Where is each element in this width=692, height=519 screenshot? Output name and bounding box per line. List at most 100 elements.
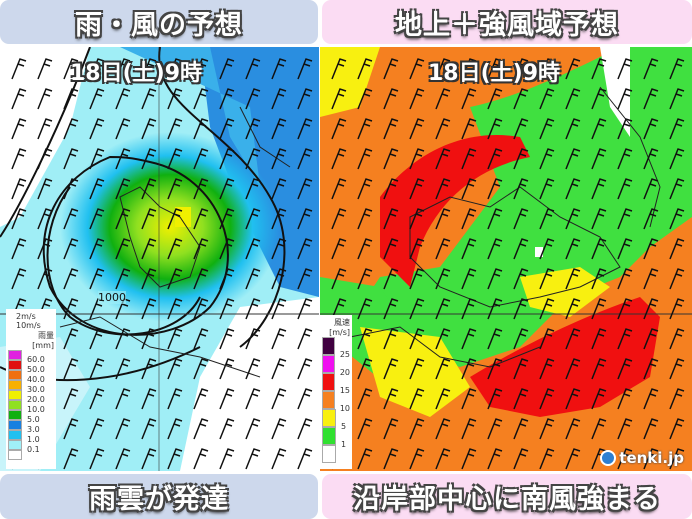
wind-barb [461,418,477,440]
wind-barb [37,118,53,140]
wind-barb [565,358,581,380]
wind-barb [643,148,659,170]
wind-barb [617,58,633,80]
wind-barb [591,328,607,350]
wind-barb [37,88,53,110]
wind-barb [565,448,581,470]
wind-barb [141,268,157,290]
wind-barb [617,298,633,320]
wind-barb [617,448,633,470]
wind-barb [539,118,555,140]
wind-barb [245,238,261,260]
wind-barb [141,58,157,80]
wind-barb [461,358,477,380]
wind-barb [271,358,287,380]
wind-barb [643,268,659,290]
wind-barb [539,448,555,470]
wind-barb [461,298,477,320]
wind-barb [357,268,373,290]
wind-barb [37,208,53,230]
wind-barb [219,418,235,440]
wind-barb [435,298,451,320]
wind-barb [383,88,399,110]
wind-barb [487,388,503,410]
wind-barb [409,328,425,350]
wind-legend-2ms: 2m/s [16,312,36,321]
wind-barb [435,448,451,470]
wind-barb [409,178,425,200]
wind-barb [271,448,287,470]
wind-barb [513,418,529,440]
wind-barb [297,328,313,350]
wind-barb [435,358,451,380]
rain-legend-swatch [8,390,22,400]
wind-barb [487,268,503,290]
wind-barb [591,208,607,230]
wind-barb [37,148,53,170]
wind-barb [37,238,53,260]
wind-barb [193,88,209,110]
wind-barb [357,298,373,320]
wind-legend-title: 風速 [334,318,350,327]
wind-barb [513,238,529,260]
wind-legend-10ms: 10m/s [16,321,41,330]
wind-barb [435,388,451,410]
wind-barb [591,148,607,170]
wind-legend-swatch [322,355,335,373]
rain-legend-swatch [8,430,22,440]
wind-barb [357,178,373,200]
wind-barb [461,238,477,260]
wind-barb [115,448,131,470]
wind-barb [539,58,555,80]
wind-barb [219,238,235,260]
wind-barb [409,58,425,80]
rain-legend-row: 3.0 [8,420,54,434]
wind-barb [115,268,131,290]
wind-barb [331,88,347,110]
rain-legend-row [8,450,54,460]
wind-barb [383,208,399,230]
wind-barb [461,178,477,200]
wind-barb [565,268,581,290]
rain-legend-row: 0.1 [8,440,54,454]
wind-barb [271,88,287,110]
wind-legend-swatch [322,409,336,427]
wind-barb [141,358,157,380]
wind-barb [331,268,347,290]
wind-barb [89,178,105,200]
wind-barb [643,448,659,470]
wind-barb [297,118,313,140]
rain-legend-swatch [8,370,22,380]
wind-barb [219,298,235,320]
wind-barb [643,388,659,410]
wind-barb [565,298,581,320]
wind-barb [565,178,581,200]
wind-barb [141,388,157,410]
wind-barb [193,268,209,290]
wind-barb [461,118,477,140]
wind-barb [141,178,157,200]
wind-barb [591,298,607,320]
wind-barb [141,208,157,230]
wind-barb [435,58,451,80]
wind-barb [565,328,581,350]
wind-barb [193,118,209,140]
wind-legend-swatch [322,427,336,445]
wind-barb [115,238,131,260]
wind-barb [643,58,659,80]
wind-barb [219,448,235,470]
wind-barb [513,208,529,230]
rain-legend-title: 雨量 [38,331,54,340]
wind-legend-row: 10 [322,391,350,413]
wind-barb [513,178,529,200]
wind-legend-row: 15 [322,373,350,395]
wind-barb [167,388,183,410]
wind-barb [383,58,399,80]
wind-barb [383,328,399,350]
left-forecast-time: 18日(土)9時 [70,61,203,86]
wind-barb [115,418,131,440]
wind-barb [115,358,131,380]
wind-barb [565,148,581,170]
wind-barb [331,298,347,320]
wind-barb [167,418,183,440]
